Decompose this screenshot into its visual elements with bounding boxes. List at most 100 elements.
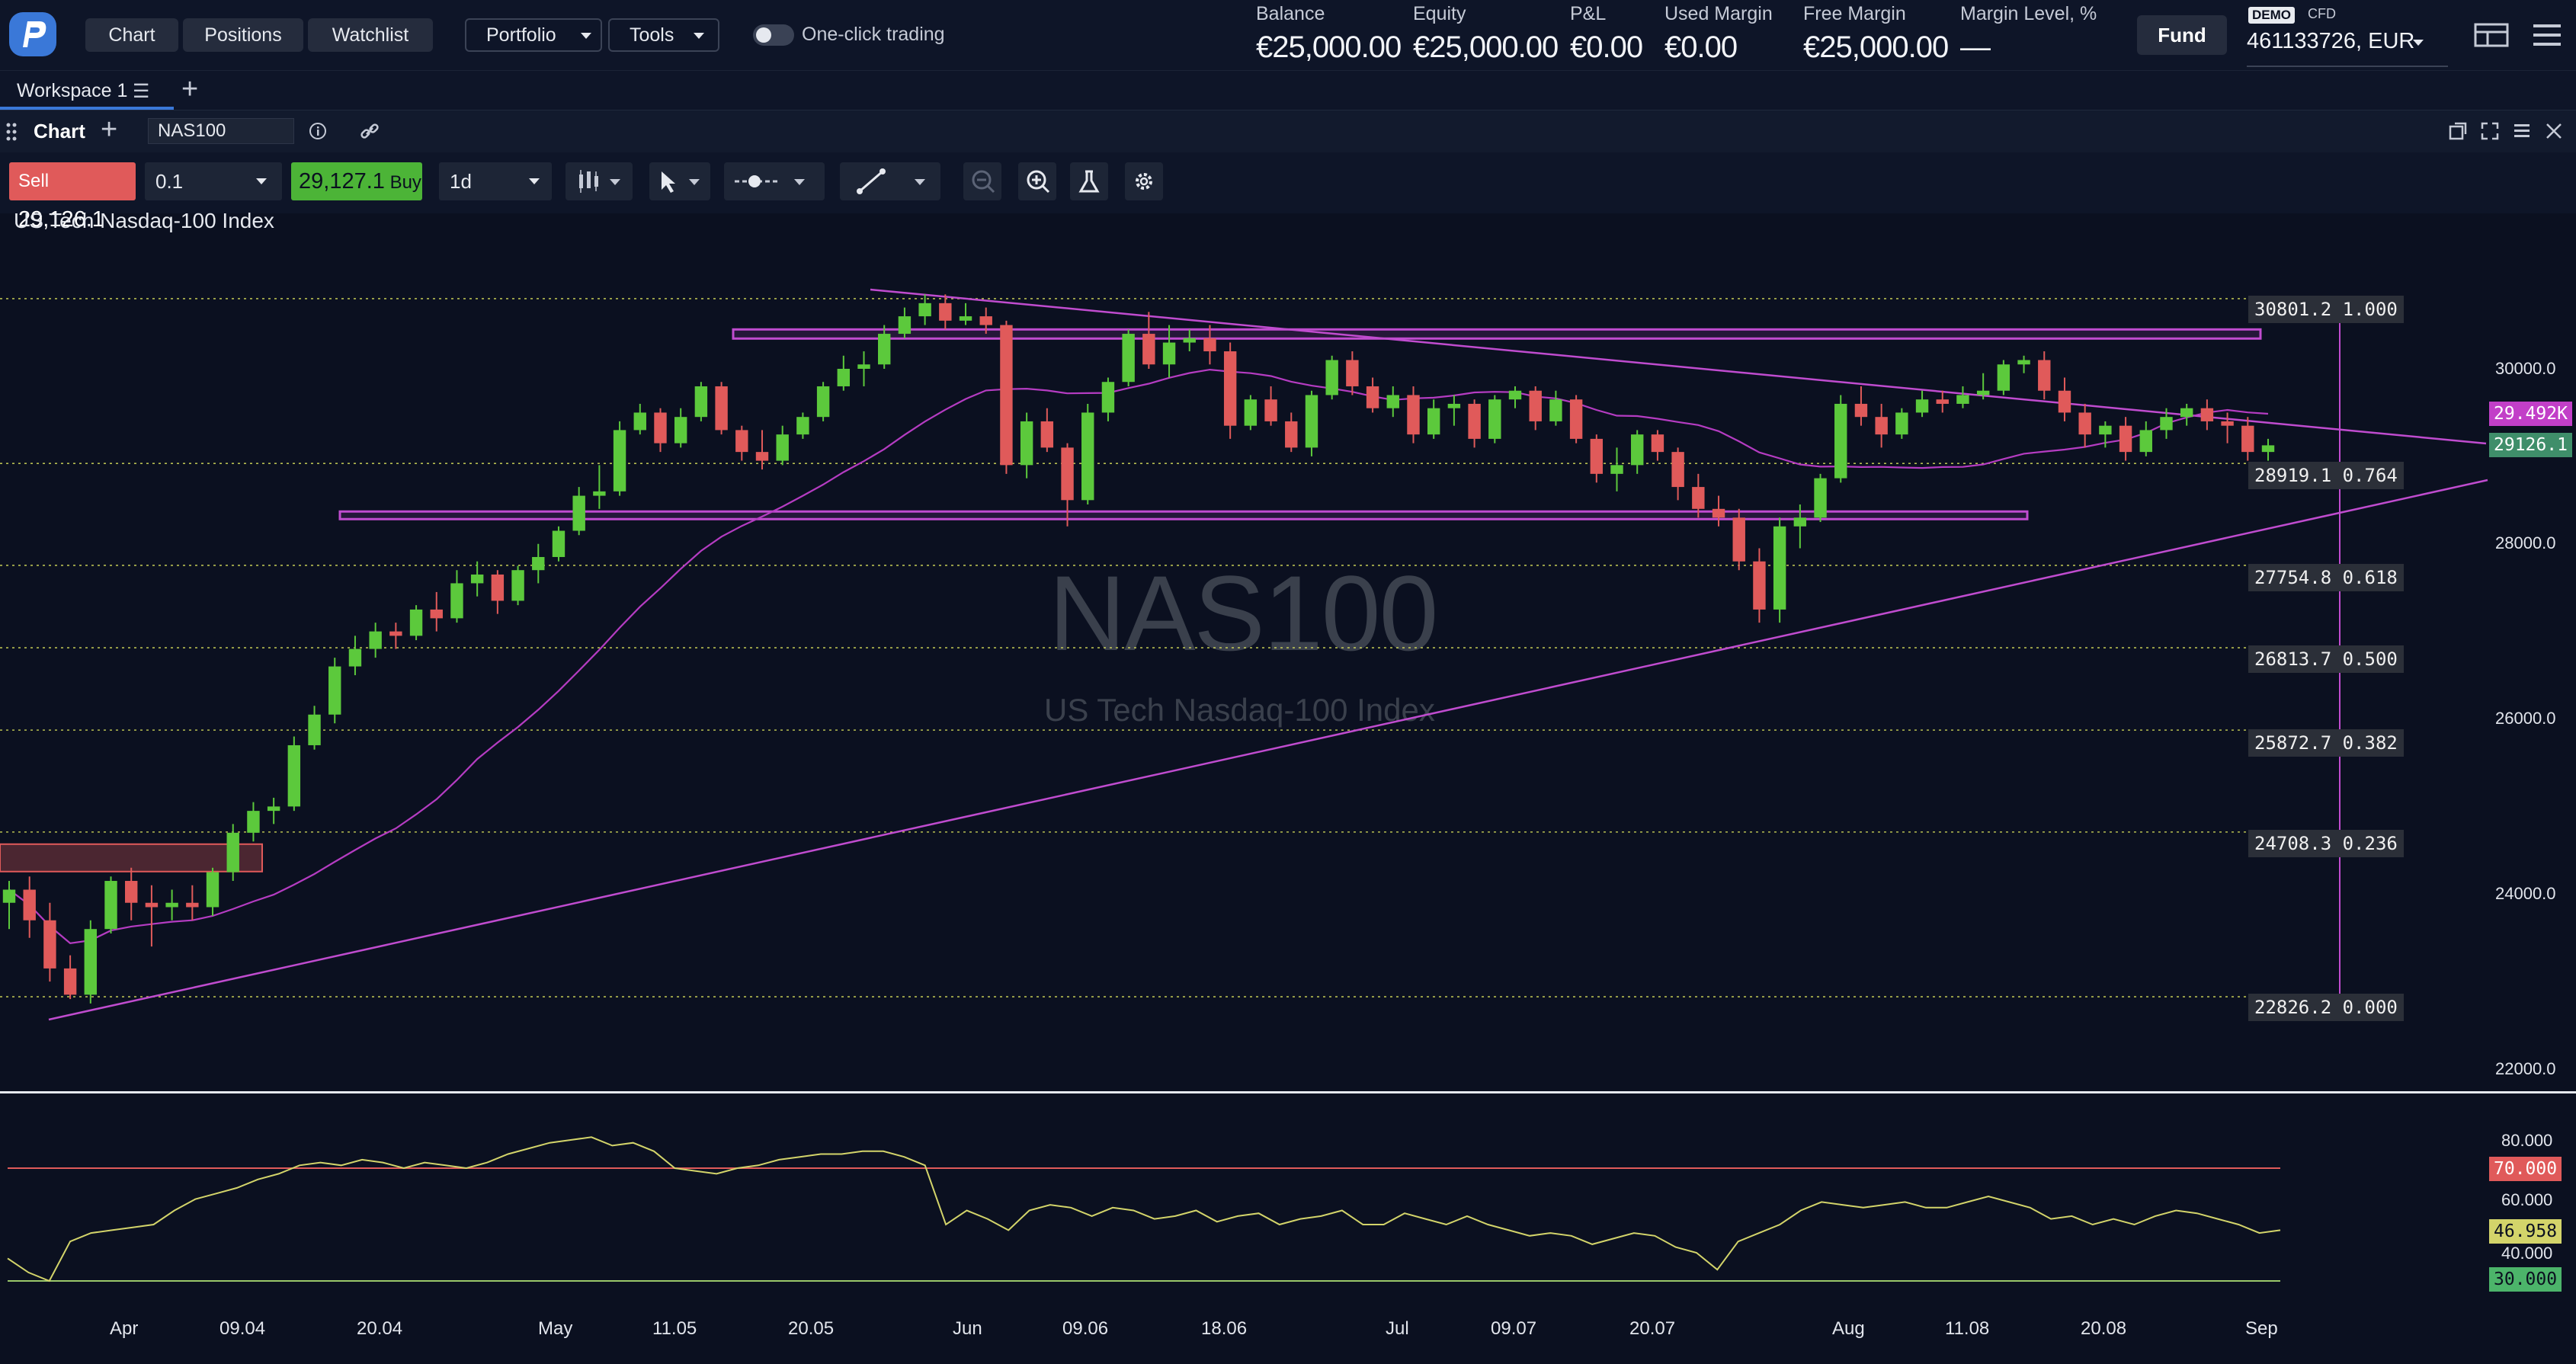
- settings-button[interactable]: [1125, 162, 1163, 200]
- drag-handle-icon[interactable]: [6, 121, 17, 142]
- free-margin-label: Free Margin: [1803, 3, 1906, 24]
- nav-watchlist-button[interactable]: Watchlist: [308, 18, 433, 52]
- fib-level-label: 30801.2 1.000: [2248, 296, 2404, 323]
- date-tick: 09.07: [1491, 1318, 1537, 1339]
- rsi-oversold-badge: 30.000: [2489, 1267, 2562, 1292]
- candle-body: [735, 430, 748, 453]
- rsi-current-badge: 46.958: [2489, 1219, 2562, 1244]
- panel-menu-icon[interactable]: [2512, 121, 2532, 141]
- workspace-menu-icon[interactable]: ☰: [133, 81, 150, 102]
- popout-icon[interactable]: [2448, 121, 2468, 141]
- fund-button[interactable]: Fund: [2137, 15, 2227, 55]
- timeframe-select[interactable]: 1d: [439, 162, 552, 200]
- candle-body: [1468, 403, 1481, 439]
- zoom-out-icon: [972, 170, 995, 194]
- link-icon[interactable]: [358, 120, 381, 142]
- zoom-in-button[interactable]: [1018, 162, 1056, 200]
- date-tick: 20.04: [357, 1318, 403, 1339]
- chevron-down-icon: [2413, 40, 2424, 46]
- candle-body: [1569, 399, 1583, 439]
- candle-body: [1956, 395, 1969, 404]
- candle-body: [84, 929, 98, 995]
- portfolio-label: Portfolio: [486, 24, 556, 46]
- nav-positions-button[interactable]: Positions: [183, 18, 303, 52]
- candle-body: [898, 316, 912, 335]
- timeframe-value: 1d: [450, 170, 472, 193]
- candle-body: [1000, 325, 1013, 466]
- candle-body: [63, 968, 77, 995]
- close-panel-icon[interactable]: [2544, 121, 2564, 141]
- price-chart[interactable]: [0, 213, 2576, 1364]
- candle-body: [1488, 399, 1501, 439]
- candle-body: [145, 902, 159, 908]
- toggle-knob: [756, 27, 771, 43]
- candle-body: [1325, 360, 1338, 395]
- menu-icon[interactable]: [2532, 21, 2562, 49]
- add-workspace-icon[interactable]: +: [181, 73, 199, 105]
- candle-body: [572, 495, 585, 531]
- buy-label: Buy: [389, 172, 421, 193]
- candle-body: [857, 364, 870, 369]
- candle-body: [1936, 399, 1949, 404]
- date-tick: 20.08: [2081, 1318, 2127, 1339]
- demand-zone: [0, 843, 263, 873]
- tools-dropdown[interactable]: Tools: [608, 18, 719, 52]
- nav-chart-button[interactable]: Chart: [85, 18, 178, 52]
- candle-body: [1427, 408, 1440, 435]
- quantity-select[interactable]: 0.1: [145, 162, 282, 200]
- workspace-tab[interactable]: Workspace 1 ☰: [0, 71, 174, 110]
- candle-body: [1610, 465, 1623, 474]
- symbol-search-input[interactable]: NAS100: [148, 118, 294, 144]
- fib-price: 28919.1: [2254, 465, 2332, 486]
- layout-icon[interactable]: [2474, 23, 2509, 47]
- account-selector[interactable]: 461133726, EUR: [2247, 29, 2448, 67]
- indicators-button[interactable]: [1070, 162, 1108, 200]
- candle-body: [1834, 403, 1847, 479]
- price-tick: 24000.0: [2495, 884, 2556, 903]
- candle-body: [694, 386, 708, 418]
- candle-body: [226, 832, 239, 873]
- line-style-icon: [735, 175, 805, 187]
- buy-button[interactable]: 29,127.1 Buy: [291, 162, 422, 200]
- candle-body: [1976, 390, 1990, 395]
- buy-price: 29,127: [299, 169, 367, 194]
- candle-body: [1692, 487, 1705, 509]
- info-icon[interactable]: [308, 121, 328, 141]
- candle-body: [1142, 334, 1155, 365]
- margin-level-label: Margin Level, %: [1960, 3, 2097, 24]
- candle-body: [776, 434, 789, 461]
- portfolio-dropdown[interactable]: Portfolio: [465, 18, 602, 52]
- sell-label: Sell: [18, 171, 50, 191]
- quantity-value: 0.1: [155, 170, 184, 193]
- drawing-tool-dropdown[interactable]: [840, 162, 940, 200]
- one-click-toggle[interactable]: [753, 24, 794, 46]
- candle-body: [470, 574, 484, 584]
- candle-body: [878, 334, 891, 365]
- platform-logo[interactable]: [8, 11, 58, 58]
- workspace-bar: Workspace 1 ☰ +: [0, 70, 2576, 110]
- candle-body: [532, 556, 545, 571]
- flask-icon: [1078, 170, 1100, 193]
- date-tick: Jun: [953, 1318, 982, 1339]
- maximize-icon[interactable]: [2480, 121, 2500, 141]
- candle-body: [2241, 425, 2254, 453]
- balance-label: Balance: [1256, 3, 1325, 24]
- candle-body: [816, 386, 830, 418]
- date-tick: 20.05: [788, 1318, 835, 1339]
- line-style-dropdown[interactable]: [724, 162, 825, 200]
- candle-body: [1997, 364, 2010, 391]
- candle-body: [837, 369, 851, 386]
- pane-separator: [0, 1091, 2576, 1093]
- add-chart-icon[interactable]: +: [101, 114, 118, 146]
- candle-body: [186, 902, 199, 908]
- candle-body: [1264, 399, 1277, 421]
- candle-body: [1101, 382, 1115, 413]
- candle-body: [1753, 561, 1766, 610]
- used-margin-value: €0.00: [1664, 30, 1738, 64]
- cursor-tool-dropdown[interactable]: [649, 162, 710, 200]
- candle-body: [1508, 390, 1522, 400]
- sell-button[interactable]: Sell 29,126.1: [9, 162, 136, 232]
- candle-body: [369, 631, 382, 649]
- zoom-out-button[interactable]: [963, 162, 1001, 200]
- chart-type-dropdown[interactable]: [566, 162, 633, 200]
